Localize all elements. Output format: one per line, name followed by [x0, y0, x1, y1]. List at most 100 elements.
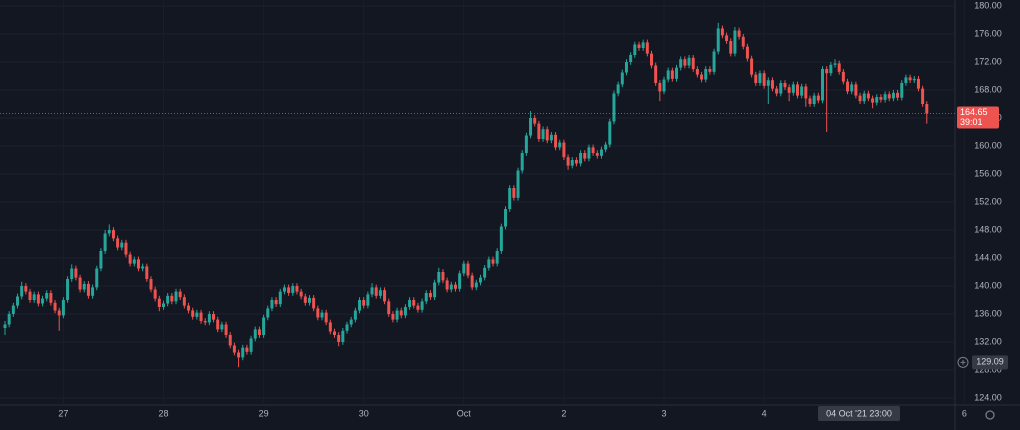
candle-body [166, 295, 170, 304]
x-tick-label: 30 [359, 408, 369, 418]
candle-body [875, 97, 879, 103]
candle-body [316, 308, 320, 318]
candle-body [399, 310, 403, 316]
x-tick-label: Oct [457, 408, 472, 418]
candle-body [545, 129, 549, 141]
candle-body [437, 272, 441, 283]
candle-body [70, 268, 74, 280]
candle-body [829, 64, 833, 74]
candle-body [654, 65, 658, 84]
candle-body [291, 286, 295, 294]
last-price-box [957, 106, 999, 129]
candle-body [362, 300, 366, 306]
candle-body [207, 314, 211, 323]
x-tick-label: 27 [58, 408, 68, 418]
candle-body [641, 42, 645, 49]
y-tick-label: 180.00 [974, 0, 1002, 10]
candle-body [921, 88, 925, 105]
add-alert-icon[interactable] [957, 356, 969, 368]
candles [3, 22, 929, 368]
candle-body [691, 57, 695, 70]
candle-body [833, 63, 837, 65]
candle-body [307, 297, 311, 303]
y-tick-label: 148.00 [974, 224, 1002, 234]
candle-body [716, 28, 720, 52]
candle-body [11, 305, 15, 315]
candle-body [241, 347, 245, 358]
candle-body [149, 279, 153, 290]
candle-body [32, 294, 36, 301]
candle-body [91, 287, 95, 296]
y-tick-label: 156.00 [974, 168, 1002, 178]
candle-body [800, 86, 804, 96]
candle-body [178, 291, 182, 298]
candle-body [333, 331, 337, 336]
candle-body [403, 307, 407, 316]
candle-body [529, 118, 533, 136]
candle-body [537, 123, 541, 140]
candle-body [462, 263, 466, 274]
candle-body [28, 291, 32, 301]
candle-body [412, 300, 416, 306]
candle-body [358, 300, 362, 311]
candle-body [587, 147, 591, 159]
candle-body [124, 242, 128, 255]
candle-body [808, 98, 812, 105]
candle-body [95, 268, 99, 288]
gear[interactable] [985, 410, 995, 420]
candle-body [232, 345, 236, 353]
candle-body [791, 84, 795, 93]
candle-body [504, 209, 508, 227]
candle-body [320, 312, 324, 318]
candle-body [850, 84, 854, 92]
candle-body [103, 233, 107, 252]
candle-body [533, 118, 537, 124]
candle-body [191, 310, 195, 317]
candle-body [224, 324, 228, 336]
candle-body [629, 55, 633, 63]
candle-body [658, 83, 662, 92]
candle-body [420, 301, 424, 310]
candle-body [203, 321, 207, 323]
candle-body [616, 84, 620, 94]
candle-body [445, 280, 449, 290]
settings-icon[interactable] [985, 410, 995, 420]
candle-body [111, 230, 115, 239]
candle-body [599, 149, 603, 156]
candle-body [666, 70, 670, 80]
candle-body [428, 293, 432, 298]
candle-body [687, 57, 691, 66]
candle-body [433, 282, 437, 298]
candle-body [891, 92, 895, 99]
candle-body [612, 93, 616, 122]
candle-body [896, 92, 900, 98]
candle-body [53, 302, 57, 311]
candle-body [591, 147, 595, 154]
candle-body [729, 41, 733, 54]
candle-body [904, 77, 908, 84]
candle-body [107, 230, 111, 234]
candle-body [712, 51, 716, 72]
candle-body [812, 95, 816, 105]
candle-body [345, 324, 349, 331]
candle-body [337, 335, 341, 343]
y-tick-label: 128.00 [974, 364, 1002, 374]
candle-body [391, 314, 395, 320]
candle-body [787, 87, 791, 93]
candle-body [24, 286, 28, 292]
candle-body [141, 266, 145, 269]
candle-body [554, 134, 558, 148]
candle-body [328, 322, 332, 332]
y-tick-label: 176.00 [974, 28, 1002, 38]
candle-body [416, 305, 420, 310]
candle-body [249, 338, 253, 352]
candle-body [366, 294, 370, 306]
candle-body [720, 28, 724, 36]
candle-body [775, 88, 779, 94]
candle-body [491, 259, 495, 264]
candle-body [136, 259, 140, 269]
candle-body [733, 30, 737, 54]
candle-body [620, 72, 624, 85]
